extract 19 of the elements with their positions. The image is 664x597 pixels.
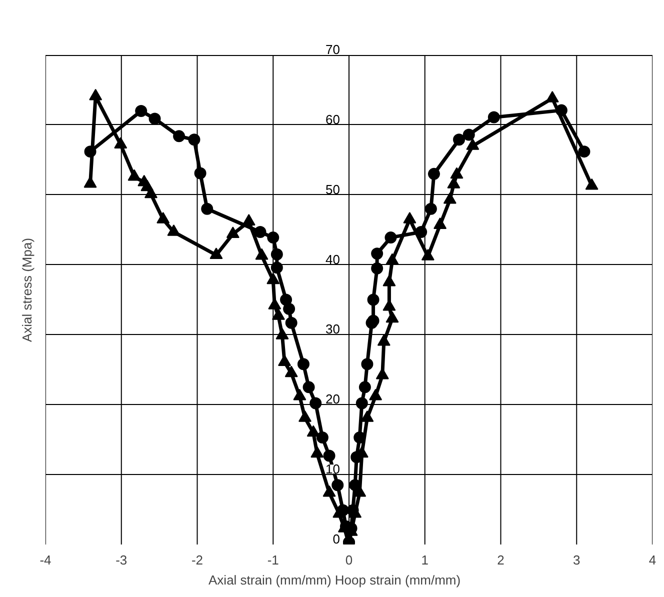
y-tick-label: 20 — [326, 392, 340, 407]
x-tick-label: -3 — [116, 552, 128, 568]
x-tick-label: -1 — [267, 552, 279, 568]
y-tick-label: 40 — [326, 252, 340, 267]
x-axis-title: Axial strain (mm/mm) Hoop strain (mm/mm) — [208, 572, 461, 588]
x-tick-label: -2 — [191, 552, 204, 568]
y-axis-title: Axial stress (Mpa) — [20, 238, 34, 342]
y-tick-label: 70 — [326, 42, 340, 58]
x-tick-label: 3 — [573, 552, 580, 568]
x-tick-label: 0 — [345, 552, 353, 568]
y-tick-label: 10 — [326, 462, 340, 477]
x-tick-label: 4 — [648, 552, 656, 568]
x-tick-label: -4 — [40, 552, 52, 568]
y-tick-label: 60 — [326, 112, 340, 127]
y-tick-label: 0 — [332, 532, 340, 546]
x-tick-label: 1 — [421, 552, 428, 568]
y-tick-label: 50 — [326, 182, 340, 197]
x-tick-label: 2 — [497, 552, 504, 568]
y-tick-label: 30 — [326, 322, 340, 337]
